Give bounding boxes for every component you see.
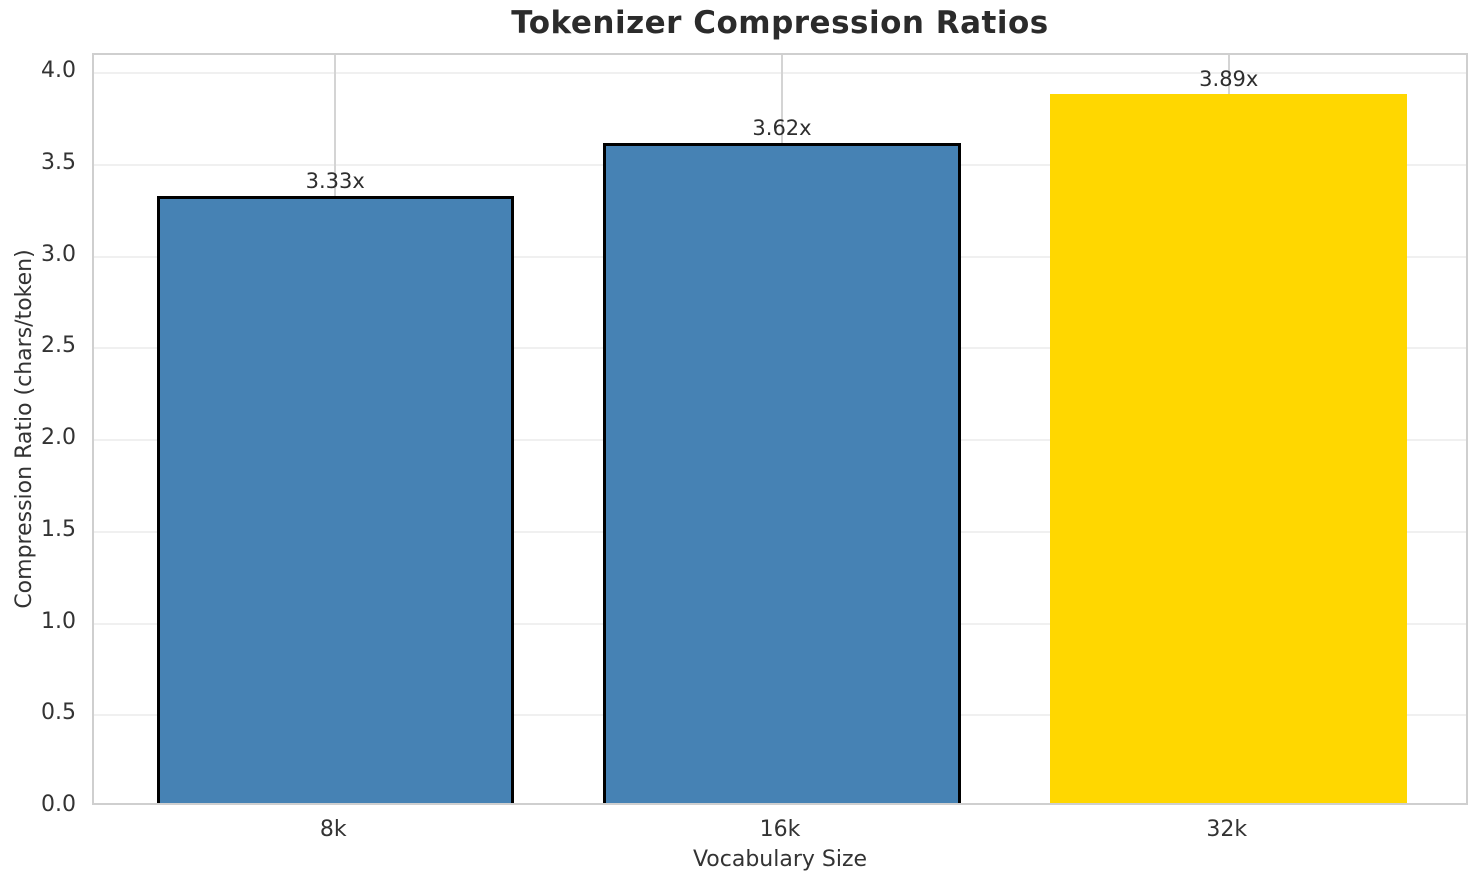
x-axis-tick-label: 16k [759, 817, 801, 842]
y-axis-tick-label: 3.5 [41, 150, 76, 176]
y-axis-tick-label: 2.0 [41, 425, 76, 451]
y-axis-tick-label: 1.5 [41, 516, 76, 542]
bar-value-label: 3.89x [1199, 66, 1259, 91]
x-axis-label: Vocabulary Size [692, 847, 868, 872]
x-axis-tick-label: 32k [1206, 817, 1248, 842]
y-axis-tick-label: 4.0 [41, 58, 76, 84]
bar-value-label: 3.33x [305, 169, 365, 194]
y-axis-tick-label: 3.0 [41, 241, 76, 267]
x-axis-tick-label: 8k [319, 817, 347, 842]
y-axis-tick-label: 2.5 [41, 333, 76, 359]
bar-value-label: 3.62x [752, 116, 812, 141]
y-axis-tick-label: 0.0 [41, 792, 76, 817]
horizontal-gridline [94, 72, 1466, 75]
y-axis-tick-label: 0.5 [41, 700, 76, 726]
y-axis-tick-labels: 0.0 0.5 1.0 1.5 2.0 2.5 3.0 3.5 4.0 [0, 0, 76, 885]
y-axis-tick-label: 1.0 [41, 608, 76, 634]
chart-title: Tokenizer Compression Ratios [511, 5, 1049, 41]
bar-8k [156, 196, 514, 803]
bar-32k [1050, 93, 1408, 803]
plot-area: 3.33x 3.62x 3.89x [92, 53, 1468, 805]
bar-16k [603, 143, 961, 803]
